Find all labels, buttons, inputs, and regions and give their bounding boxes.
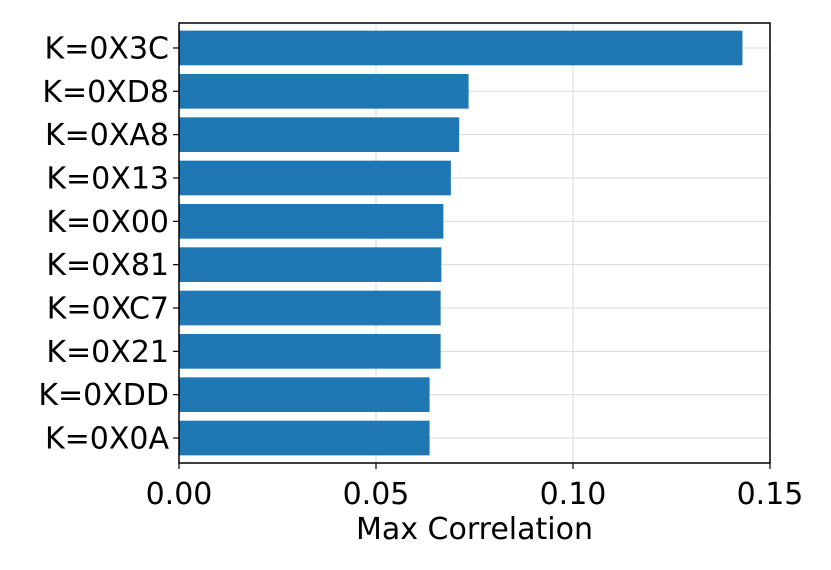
x-tick-label: 0.10: [540, 477, 607, 512]
bar-k-0x00: [179, 203, 444, 239]
bar-k-0x0a: [179, 420, 430, 456]
bar-k-0xdd: [179, 377, 430, 413]
x-tick-labels: 0.00 0.05 0.10 0.15: [146, 463, 804, 512]
x-tick-label: 0.00: [146, 477, 213, 512]
bar-k-0xd8: [179, 73, 469, 109]
y-tick-label: K=0X81: [46, 248, 169, 283]
x-tick-label: 0.05: [343, 477, 410, 512]
y-tick-label: K=0X0A: [45, 422, 170, 457]
bars: [179, 30, 743, 456]
bar-k-0x81: [179, 247, 442, 283]
bar-k-0x21: [179, 334, 441, 369]
y-tick-label: K=0X3C: [45, 31, 169, 66]
bar-k-0xc7: [179, 290, 441, 326]
y-tick-label: K=0XD8: [42, 75, 169, 110]
bar-k-0x3c: [179, 30, 743, 66]
y-tick-label: K=0XA8: [45, 118, 169, 153]
bar-k-0xa8: [179, 117, 460, 152]
y-tick-label: K=0XC7: [47, 292, 169, 327]
y-tick-label: K=0X13: [46, 161, 169, 196]
y-tick-labels: K=0X3C K=0XD8 K=0XA8 K=0X13 K=0X00 K=0X81 K=0X…: [38, 31, 179, 457]
x-axis-title: Max Correlation: [356, 512, 593, 547]
x-tick-label: 0.15: [737, 477, 804, 512]
y-tick-label: K=0XDD: [38, 378, 169, 413]
y-tick-label: K=0X21: [46, 335, 169, 370]
y-tick-label: K=0X00: [46, 205, 169, 240]
plot-frame: [178, 22, 771, 464]
bar-k-0x13: [179, 160, 451, 196]
